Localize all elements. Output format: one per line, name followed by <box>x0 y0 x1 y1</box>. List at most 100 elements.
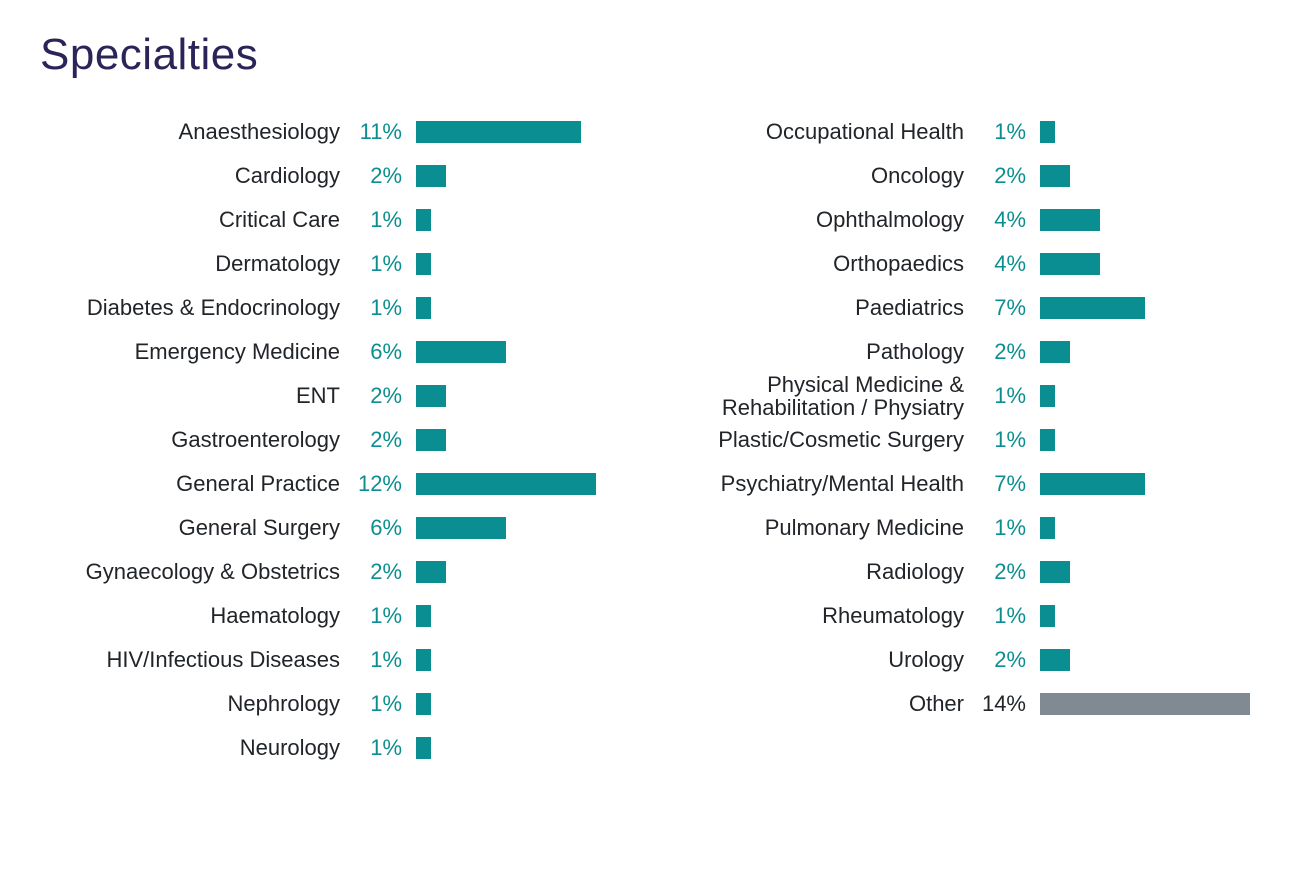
bar-track <box>1040 209 1250 231</box>
bar-row: Urology2% <box>664 638 1250 682</box>
bar <box>1040 341 1070 363</box>
bar-track <box>416 605 624 627</box>
bar-label: Physical Medicine & Rehabilitation / Phy… <box>664 373 968 419</box>
bar-label: Neurology <box>40 736 344 759</box>
bar <box>1040 649 1070 671</box>
specialties-chart: Specialties Anaesthesiology11%Cardiology… <box>0 0 1290 810</box>
bar <box>416 561 446 583</box>
bar-track <box>416 121 624 143</box>
bar <box>416 517 506 539</box>
bar <box>1040 473 1145 495</box>
bar-row: Gynaecology & Obstetrics2% <box>40 550 624 594</box>
bar-label: ENT <box>40 384 344 407</box>
bar-track <box>416 253 624 275</box>
bar-percent: 2% <box>968 647 1040 673</box>
bar-percent: 1% <box>968 119 1040 145</box>
bar-percent: 1% <box>968 383 1040 409</box>
bar-track <box>416 517 624 539</box>
bar <box>1040 561 1070 583</box>
bar-track <box>416 693 624 715</box>
bar-row: HIV/Infectious Diseases1% <box>40 638 624 682</box>
bar-row: Paediatrics7% <box>664 286 1250 330</box>
bar-row: ENT2% <box>40 374 624 418</box>
bar-label: Emergency Medicine <box>40 340 344 363</box>
bar-track <box>1040 605 1250 627</box>
bar-label: General Surgery <box>40 516 344 539</box>
bar-label: Other <box>664 692 968 715</box>
bar-label: Paediatrics <box>664 296 968 319</box>
bar-label: Cardiology <box>40 164 344 187</box>
bar-track <box>1040 473 1250 495</box>
bar-percent: 7% <box>968 471 1040 497</box>
bar-label: Oncology <box>664 164 968 187</box>
bar-percent: 2% <box>344 427 416 453</box>
bar-percent: 1% <box>344 603 416 629</box>
bar <box>416 385 446 407</box>
bar <box>1040 253 1100 275</box>
bar <box>416 737 431 759</box>
bar-track <box>1040 385 1250 407</box>
bar <box>416 605 431 627</box>
bar <box>416 649 431 671</box>
bar-row: Rheumatology1% <box>664 594 1250 638</box>
chart-column-left: Anaesthesiology11%Cardiology2%Critical C… <box>40 110 624 770</box>
bar-percent: 1% <box>344 207 416 233</box>
bar-label: Ophthalmology <box>664 208 968 231</box>
bar-track <box>1040 693 1250 715</box>
bar-track <box>1040 429 1250 451</box>
bar <box>1040 297 1145 319</box>
bar-track <box>416 297 624 319</box>
bar-row: Physical Medicine & Rehabilitation / Phy… <box>664 374 1250 418</box>
bar-label: Psychiatry/Mental Health <box>664 472 968 495</box>
bar-percent: 4% <box>968 207 1040 233</box>
bar-percent: 2% <box>344 383 416 409</box>
bar-percent: 6% <box>344 339 416 365</box>
bar-row: Nephrology1% <box>40 682 624 726</box>
bar-row: Other14% <box>664 682 1250 726</box>
bar-track <box>416 209 624 231</box>
chart-column-right: Occupational Health1%Oncology2%Ophthalmo… <box>664 110 1250 770</box>
bar-label: Pathology <box>664 340 968 363</box>
bar-track <box>416 737 624 759</box>
bar-label: Critical Care <box>40 208 344 231</box>
bar-label: HIV/Infectious Diseases <box>40 648 344 671</box>
bar-track <box>1040 561 1250 583</box>
bar <box>1040 209 1100 231</box>
bar-row: Orthopaedics4% <box>664 242 1250 286</box>
bar <box>1040 605 1055 627</box>
bar-row: Anaesthesiology11% <box>40 110 624 154</box>
bar-row: General Surgery6% <box>40 506 624 550</box>
bar-percent: 1% <box>344 295 416 321</box>
bar <box>1040 121 1055 143</box>
bar-row: Pathology2% <box>664 330 1250 374</box>
bar <box>416 297 431 319</box>
bar-row: Plastic/Cosmetic Surgery1% <box>664 418 1250 462</box>
bar <box>416 165 446 187</box>
bar-track <box>416 341 624 363</box>
bar-row: Pulmonary Medicine1% <box>664 506 1250 550</box>
bar-label: Rheumatology <box>664 604 968 627</box>
bar-percent: 14% <box>968 691 1040 717</box>
bar <box>1040 429 1055 451</box>
bar-percent: 1% <box>968 515 1040 541</box>
bar-label: Occupational Health <box>664 120 968 143</box>
bar-percent: 12% <box>344 471 416 497</box>
bar <box>416 693 431 715</box>
bar-row: Gastroenterology2% <box>40 418 624 462</box>
bar-label: Gastroenterology <box>40 428 344 451</box>
bar-label: Nephrology <box>40 692 344 715</box>
bar-track <box>416 429 624 451</box>
bar-percent: 1% <box>344 735 416 761</box>
bar-track <box>416 649 624 671</box>
bar-row: Oncology2% <box>664 154 1250 198</box>
bar <box>416 341 506 363</box>
bar-percent: 4% <box>968 251 1040 277</box>
bar-label: Anaesthesiology <box>40 120 344 143</box>
bar-track <box>1040 517 1250 539</box>
bar-label: Dermatology <box>40 252 344 275</box>
bar-row: Ophthalmology4% <box>664 198 1250 242</box>
bar-row: Cardiology2% <box>40 154 624 198</box>
bar-track <box>1040 297 1250 319</box>
bar-percent: 11% <box>344 119 416 145</box>
bar-label: Urology <box>664 648 968 671</box>
